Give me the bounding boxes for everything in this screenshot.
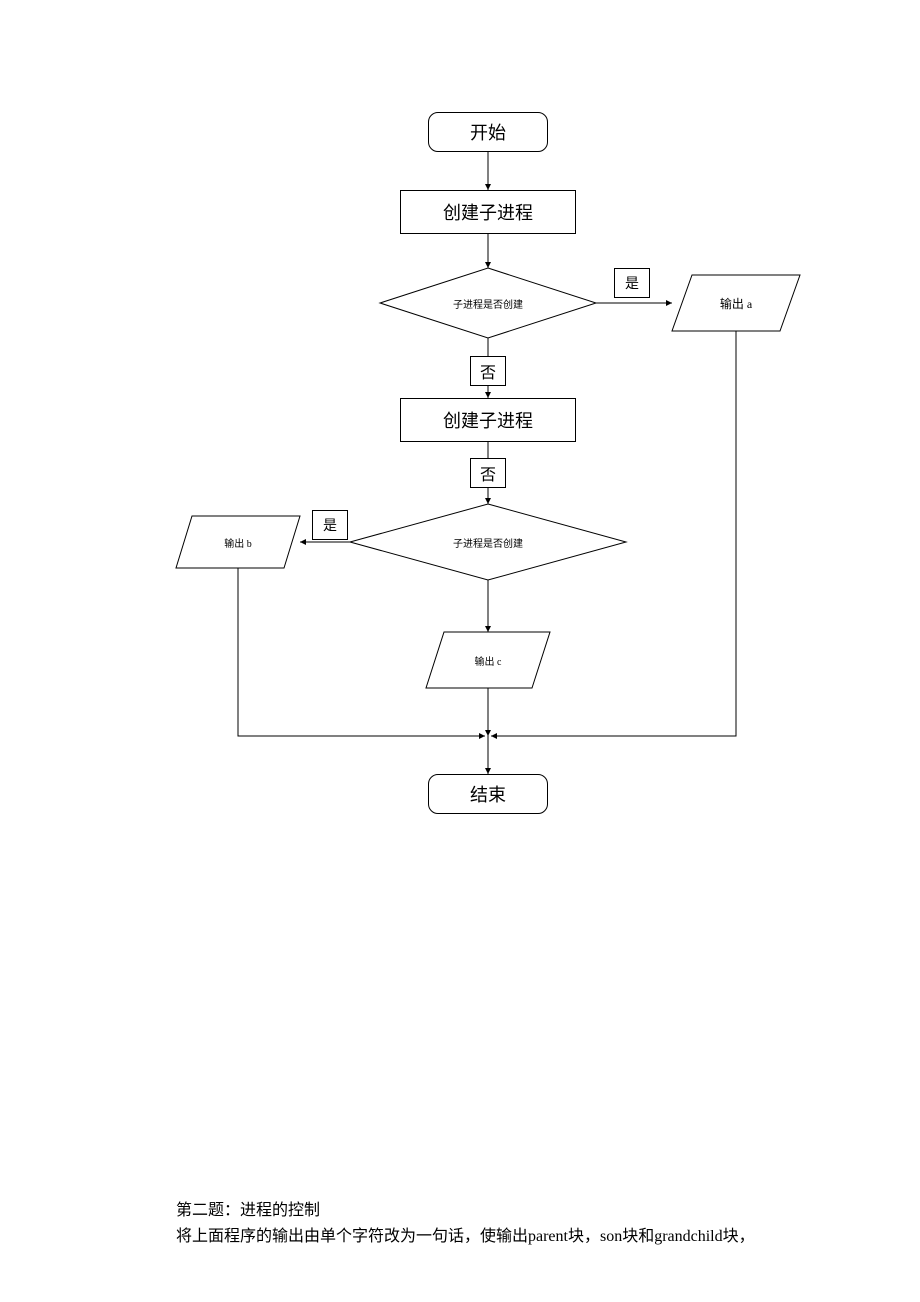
question-line-1: 第二题：进程的控制 [176,1196,320,1220]
no-2-label: 否 [470,458,506,488]
create-child-1: 创建子进程 [400,190,576,234]
decision-1: 子进程是否创建 [380,268,596,338]
output-b-label: 输出 b [224,535,252,550]
output-a: 输出 a [672,275,800,331]
create-child-2: 创建子进程 [400,398,576,442]
yes-2-label: 是 [312,510,348,540]
no-2-text: 否 [480,461,496,485]
no-1-label: 否 [470,356,506,386]
create-child-2-label: 创建子进程 [443,407,533,433]
start-label: 开始 [470,119,506,145]
start-node: 开始 [428,112,548,152]
question-line-2: 将上面程序的输出由单个字符改为一句话，使输出parent块，son块和grand… [176,1222,755,1246]
yes-1-text: 是 [625,273,639,293]
create-child-1-label: 创建子进程 [443,199,533,225]
end-label: 结束 [470,781,506,807]
yes-2-text: 是 [323,515,337,535]
output-c: 输出 c [426,632,550,688]
end-node: 结束 [428,774,548,814]
output-c-label: 输出 c [475,653,502,668]
no-1-text: 否 [480,359,496,383]
decision-2-label: 子进程是否创建 [453,535,523,550]
decision-2: 子进程是否创建 [350,504,626,580]
flowchart-canvas: 开始 创建子进程 子进程是否创建 是 输出 a 否 创建子进程 否 子进程是否创… [0,0,920,1302]
decision-1-label: 子进程是否创建 [453,296,523,311]
output-a-label: 输出 a [720,295,752,312]
yes-1-label: 是 [614,268,650,298]
output-b: 输出 b [176,516,300,568]
